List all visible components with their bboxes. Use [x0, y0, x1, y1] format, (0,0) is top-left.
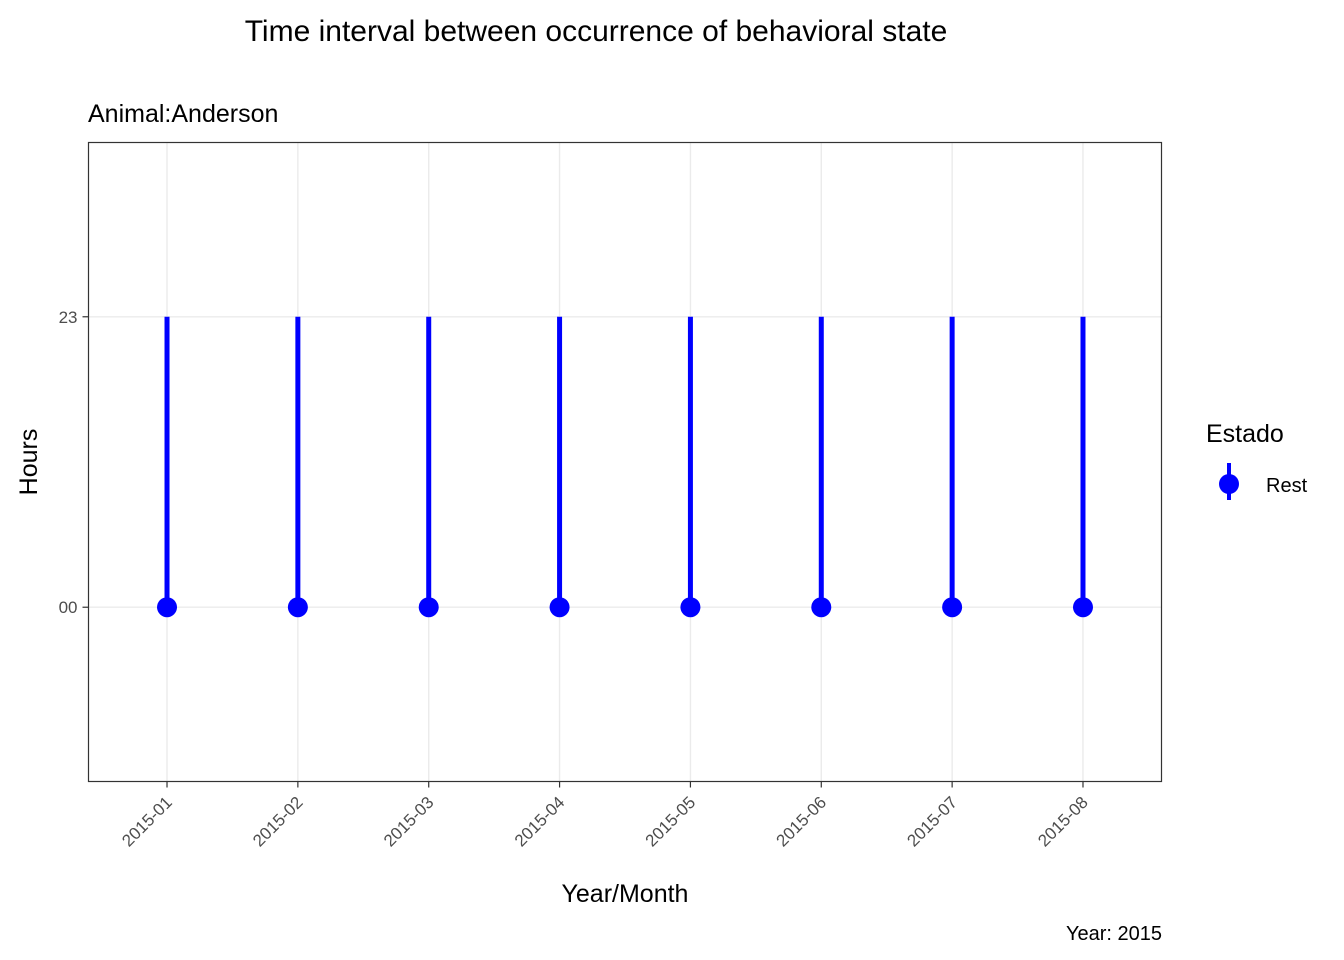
data-point-2015-03 [418, 597, 439, 618]
y-axis-title: Hours [15, 429, 43, 496]
x-tick-label-7: 2015-08 [1034, 793, 1092, 851]
x-tick-label-6: 2015-07 [903, 793, 961, 851]
y-tick-label-1: 23 [59, 308, 78, 327]
x-tick-label-5: 2015-06 [773, 793, 831, 851]
data-point-2015-08 [1072, 597, 1093, 618]
data-point-2015-07 [942, 597, 963, 618]
chart-subtitle: Animal:Anderson [88, 100, 278, 128]
legend-key-point-0 [1219, 474, 1239, 494]
data-point-2015-01 [157, 597, 178, 618]
x-tick-label-3: 2015-04 [511, 793, 569, 851]
legend: Estado Rest [1206, 420, 1308, 500]
y-axis: 00 23 [59, 308, 89, 617]
legend-title: Estado [1206, 420, 1284, 448]
x-tick-label-4: 2015-05 [642, 793, 700, 851]
data-point-2015-06 [811, 597, 832, 618]
chart-title: Time interval between occurrence of beha… [245, 15, 948, 48]
x-axis: 2015-01 2015-02 2015-03 2015-04 2015-05 2015-… [118, 781, 1092, 851]
legend-label-0: Rest [1266, 475, 1308, 497]
grid-lines [88, 142, 1162, 782]
data-point-2015-04 [549, 597, 570, 618]
plot-marks [157, 316, 1093, 618]
x-axis-title: Year/Month [562, 880, 689, 908]
y-tick-label-0: 00 [59, 598, 78, 617]
x-tick-label-2: 2015-03 [380, 793, 438, 851]
plot-panel-border [87, 141, 1163, 783]
data-point-2015-02 [287, 597, 308, 618]
data-point-2015-05 [680, 597, 701, 618]
x-tick-label-0: 2015-01 [118, 793, 176, 851]
x-tick-label-1: 2015-02 [249, 793, 307, 851]
chart-caption: Year: 2015 [1066, 923, 1162, 945]
